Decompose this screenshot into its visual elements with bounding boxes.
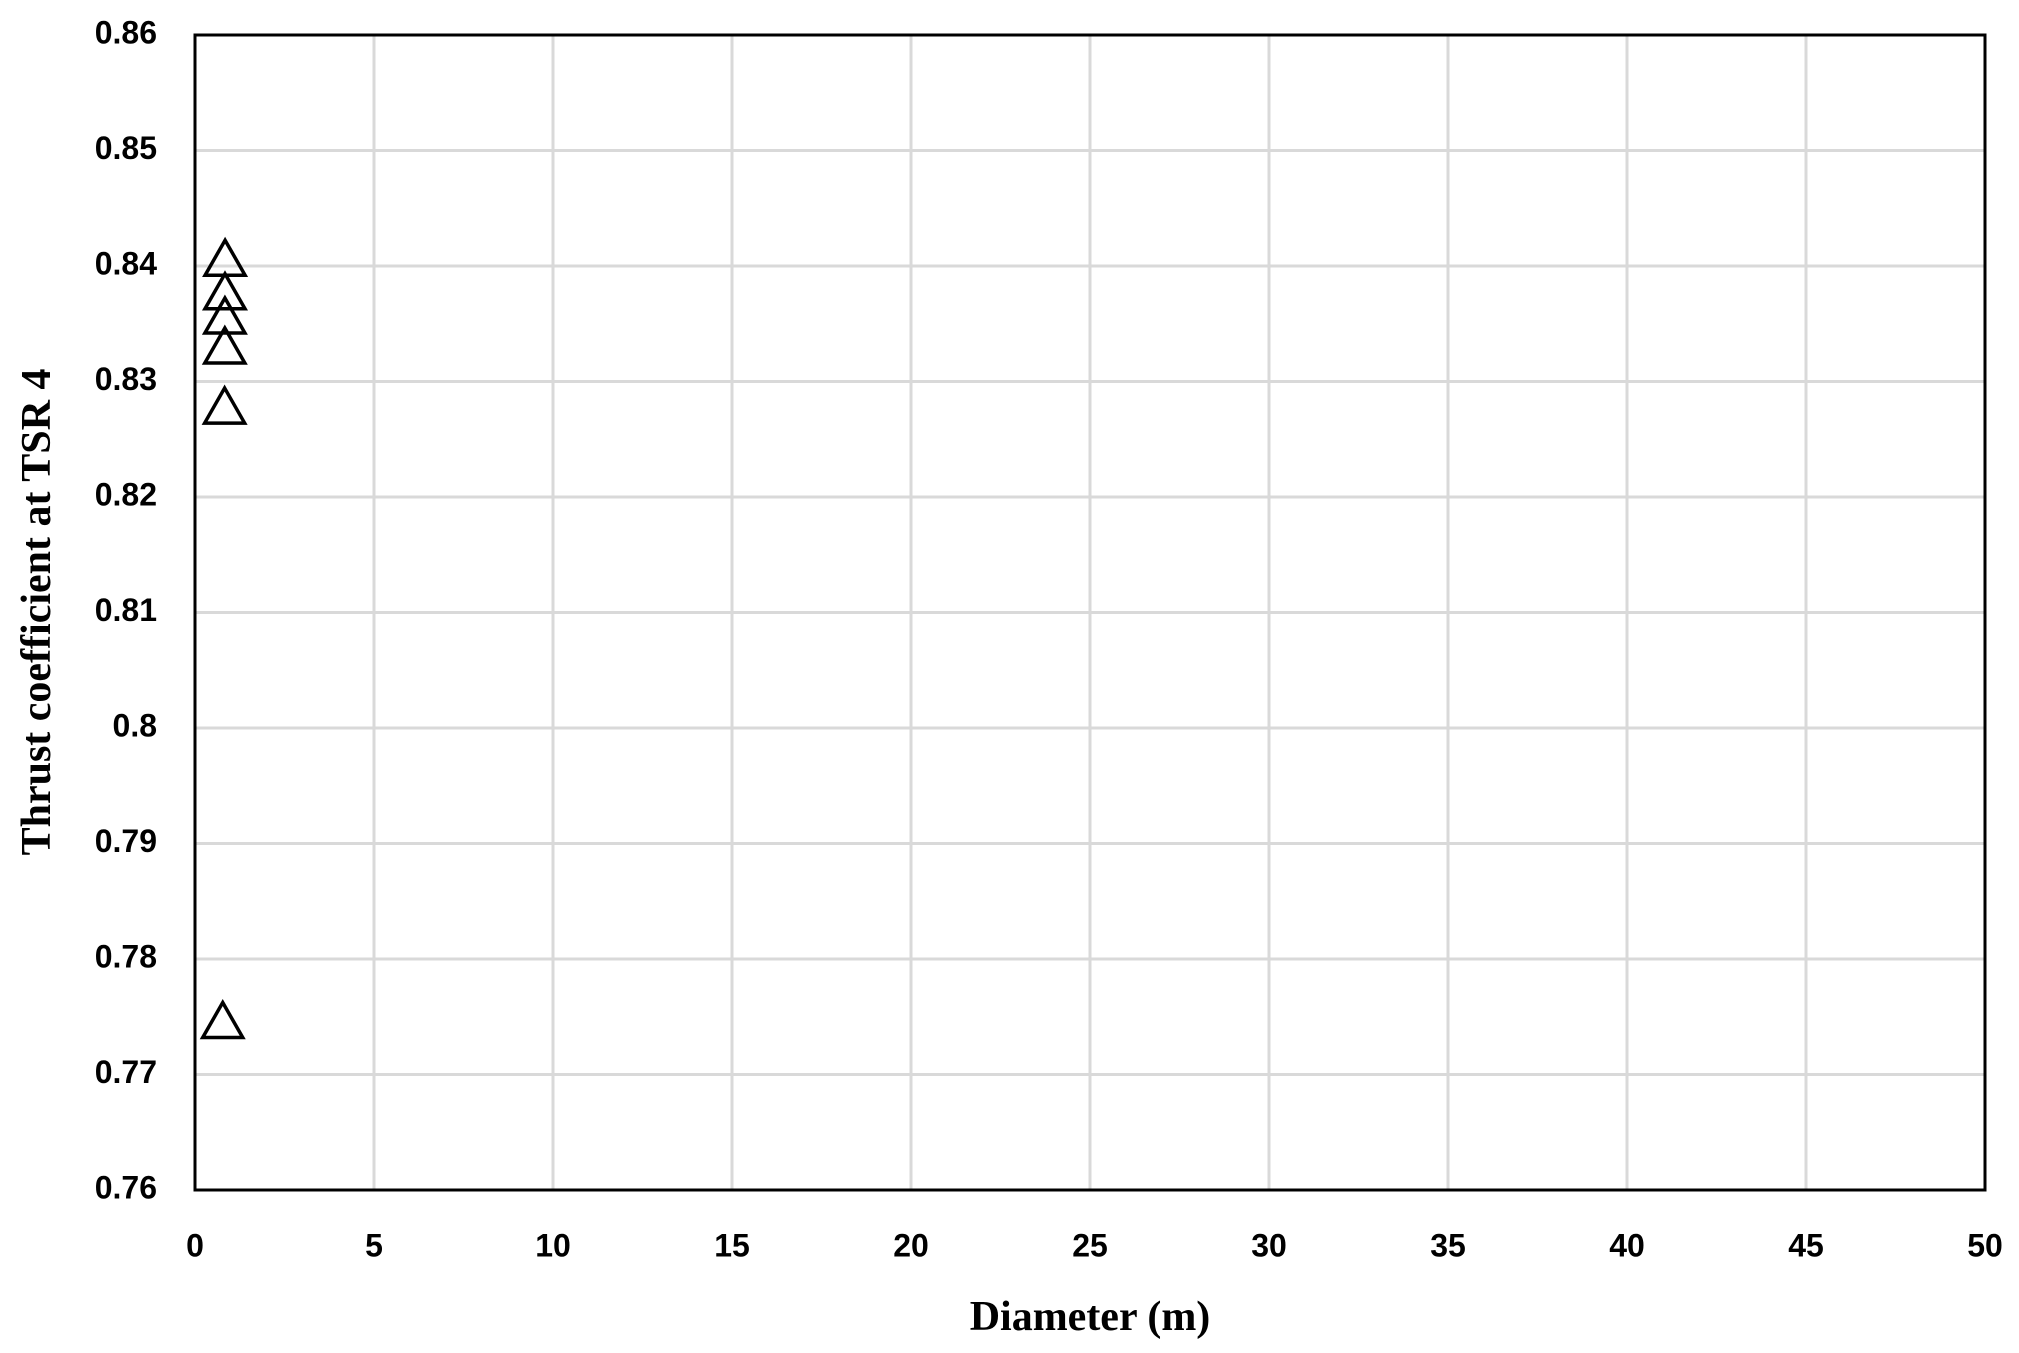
y-tick-label: 0.82 — [95, 476, 157, 512]
x-tick-label: 0 — [186, 1227, 204, 1263]
marker — [201, 294, 248, 335]
y-tick-label: 0.81 — [95, 592, 157, 628]
y-tick-label: 0.78 — [95, 938, 157, 974]
y-axis-label: Thrust coefficient at TSR 4 — [14, 369, 60, 856]
y-tick-label: 0.85 — [95, 130, 157, 166]
x-tick-label: 5 — [365, 1227, 383, 1263]
x-tick-label: 30 — [1251, 1227, 1287, 1263]
y-tick-label: 0.77 — [95, 1054, 157, 1090]
marker — [201, 384, 248, 425]
y-tick-label: 0.8 — [113, 707, 157, 743]
x-axis-label: Diameter (m) — [970, 1294, 1211, 1340]
x-tick-label: 20 — [893, 1227, 929, 1263]
y-tick-label: 0.84 — [95, 245, 157, 281]
x-tick-label: 35 — [1430, 1227, 1466, 1263]
x-tick-label: 45 — [1788, 1227, 1824, 1263]
plot-frame — [193, 33, 1987, 1192]
x-tick-label: 15 — [714, 1227, 750, 1263]
x-tick-label: 25 — [1072, 1227, 1108, 1263]
x-tick-label: 10 — [535, 1227, 571, 1263]
y-tick-label: 0.79 — [95, 823, 157, 859]
x-tick-label: 40 — [1609, 1227, 1645, 1263]
marker — [199, 999, 246, 1040]
marker — [201, 270, 249, 311]
y-tick-label: 0.83 — [95, 361, 157, 397]
marker — [201, 324, 248, 365]
y-tick-label: 0.86 — [95, 14, 157, 50]
marker — [202, 236, 249, 277]
y-tick-label: 0.76 — [95, 1169, 157, 1205]
x-tick-label: 50 — [1967, 1227, 2003, 1263]
